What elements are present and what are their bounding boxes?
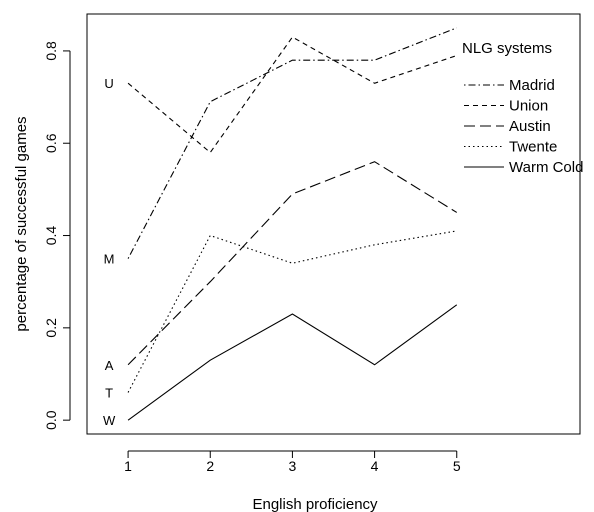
series-line (127, 36, 457, 154)
series-line (127, 304, 458, 421)
series-start-marker: T (105, 385, 113, 400)
legend: NLG systems Madrid Union Austin Twente Warm … (462, 40, 583, 176)
y-tick-label: 0.6 (43, 133, 59, 153)
series-line (127, 161, 458, 366)
series-markers: M U ATW (103, 76, 116, 428)
legend-label: Twente (509, 139, 557, 156)
legend-title: NLG systems (462, 40, 552, 57)
series-start-marker: A (105, 358, 114, 373)
series-start-marker: U (104, 76, 113, 91)
legend-label: Madrid (509, 77, 555, 94)
legend-label: Union (509, 98, 548, 115)
legend-label: Warm Cold (509, 159, 583, 176)
y-axis-label: percentage of successful games (13, 116, 30, 331)
y-tick-label: 0.0 (43, 410, 59, 430)
series-start-marker: W (103, 413, 116, 428)
series-lines (127, 27, 458, 421)
plot-frame (86, 13, 581, 435)
y-axis: 0.0 0.2 0.4 0.6 0.8 (43, 41, 71, 430)
x-tick-label: 2 (206, 458, 214, 474)
x-axis-label: English proficiency (252, 496, 378, 512)
y-tick-label: 0.8 (43, 41, 59, 61)
series-start-marker: M (104, 252, 115, 267)
legend-label: Austin (509, 118, 551, 135)
x-tick-label: 5 (453, 458, 461, 474)
y-tick-label: 0.2 (43, 318, 59, 338)
x-tick-label: 4 (371, 458, 379, 474)
series-line (127, 230, 457, 393)
y-tick-label: 0.4 (43, 226, 59, 246)
x-tick-label: 3 (289, 458, 297, 474)
x-tick-label: 1 (124, 458, 132, 474)
series-line (127, 27, 457, 259)
x-axis: 1 2 3 4 5 (124, 450, 461, 474)
